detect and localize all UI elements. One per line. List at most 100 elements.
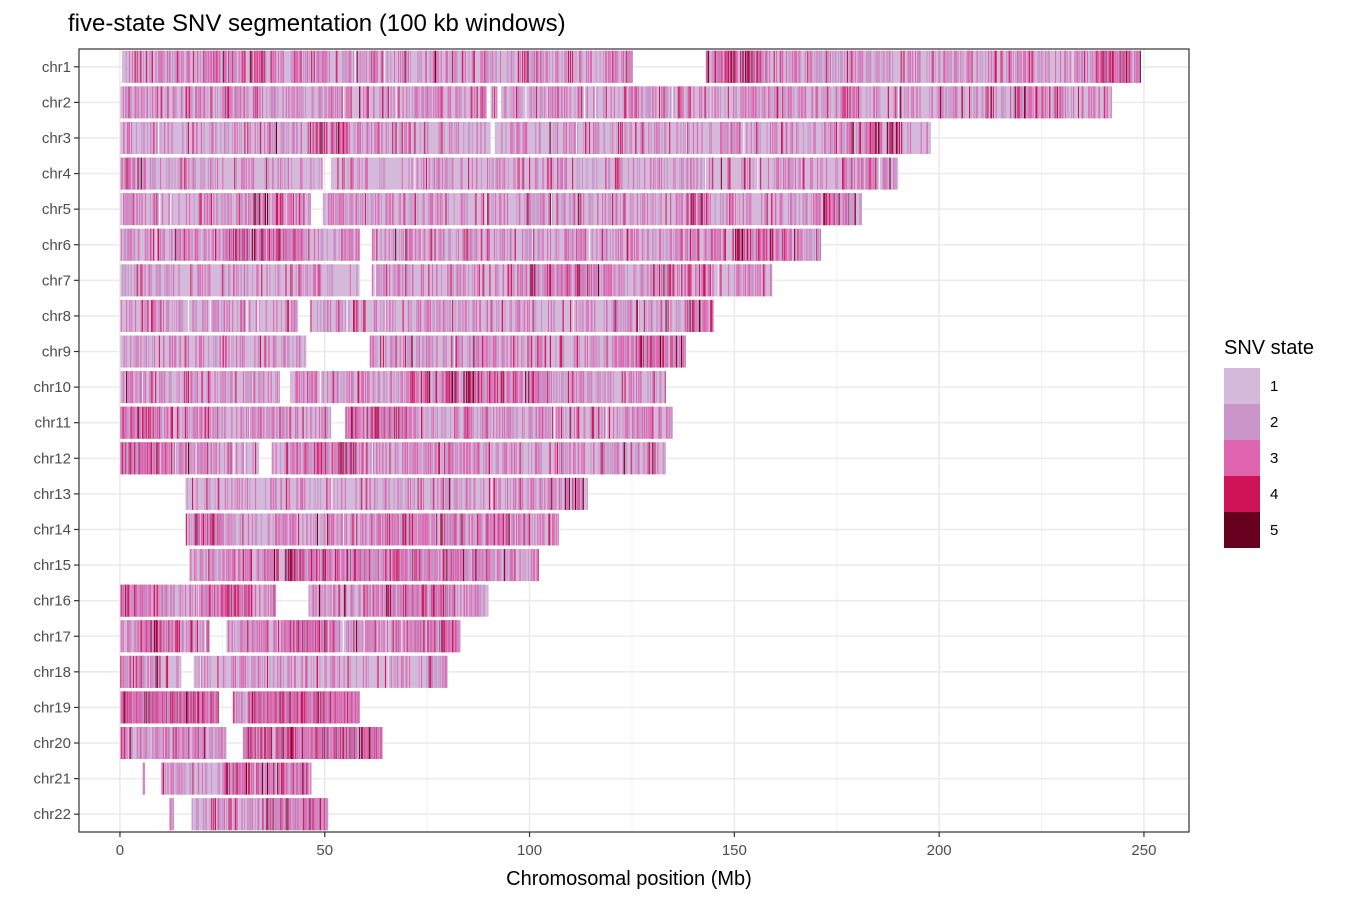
state-3-window	[504, 157, 506, 190]
state-2-window	[865, 50, 867, 83]
state-3-window	[500, 50, 502, 83]
state-4-window	[192, 50, 194, 83]
state-3-window	[131, 406, 133, 439]
state-3-window	[344, 121, 346, 154]
state-4-window	[190, 264, 192, 297]
state-4-window	[276, 193, 278, 226]
state-2-window	[709, 228, 711, 261]
state-2-window	[619, 335, 621, 368]
state-2-window	[130, 264, 132, 297]
state-3-window	[638, 86, 640, 119]
state-4-window	[567, 264, 569, 297]
state-5-window	[691, 193, 693, 226]
state-2-window	[418, 228, 420, 261]
state-2-window	[357, 193, 359, 226]
state-3-window	[883, 50, 885, 83]
state-2-window	[578, 371, 580, 404]
state-3-window	[378, 121, 380, 154]
state-2-window	[820, 50, 822, 83]
state-3-window	[341, 121, 343, 154]
state-3-window	[658, 121, 660, 154]
state-2-window	[182, 121, 184, 154]
state-3-window	[169, 335, 171, 368]
state-3-window	[436, 50, 438, 83]
state-2-window	[251, 157, 253, 190]
state-4-window	[405, 335, 407, 368]
state-3-window	[317, 228, 319, 261]
state-2-window	[425, 86, 427, 119]
state-3-window	[1116, 50, 1118, 83]
state-3-window	[300, 157, 302, 190]
state-2-window	[752, 264, 754, 297]
state-4-window	[192, 121, 194, 154]
state-2-window	[541, 50, 543, 83]
state-2-window	[211, 299, 213, 332]
state-3-window	[781, 193, 783, 226]
state-2-window	[334, 371, 336, 404]
state-3-window	[566, 228, 568, 261]
state-2-window	[213, 335, 215, 368]
state-2-window	[564, 157, 566, 190]
state-4-window	[421, 371, 423, 404]
state-3-window	[187, 50, 189, 83]
state-2-window	[569, 371, 571, 404]
state-2-window	[710, 157, 712, 190]
state-2-window	[528, 228, 530, 261]
state-2-window	[254, 406, 256, 439]
state-2-window	[556, 371, 558, 404]
state-4-window	[749, 228, 751, 261]
state-2-window	[495, 157, 497, 190]
state-3-window	[521, 335, 523, 368]
state-3-window	[436, 335, 438, 368]
state-3-window	[335, 193, 337, 226]
state-4-window	[869, 157, 871, 190]
state-4-window	[261, 264, 263, 297]
state-3-window	[440, 50, 442, 83]
state-3-window	[218, 228, 220, 261]
state-2-window	[137, 228, 139, 261]
state-2-window	[317, 86, 319, 119]
state-4-window	[704, 264, 706, 297]
state-4-window	[858, 86, 860, 119]
state-2-window	[328, 299, 330, 332]
state-3-window	[1023, 50, 1025, 83]
state-2-window	[384, 299, 386, 332]
state-2-window	[465, 371, 467, 404]
state-2-window	[381, 264, 383, 297]
state-2-window	[384, 371, 386, 404]
state-2-window	[774, 86, 776, 119]
state-2-window	[231, 371, 233, 404]
state-3-window	[268, 193, 270, 226]
state-2-window	[475, 228, 477, 261]
state-4-window	[1084, 50, 1086, 83]
state-3-window	[212, 406, 214, 439]
state-3-window	[605, 50, 607, 83]
state-4-window	[337, 157, 339, 190]
state-3-window	[316, 371, 318, 404]
state-2-window	[345, 299, 347, 332]
state-2-window	[291, 50, 293, 83]
state-5-window	[875, 121, 877, 154]
state-3-window	[340, 193, 342, 226]
state-4-window	[1031, 50, 1033, 83]
state-4-window	[481, 86, 483, 119]
state-3-window	[243, 335, 245, 368]
state-3-window	[481, 50, 483, 83]
state-2-window	[315, 406, 317, 439]
state-2-window	[803, 193, 805, 226]
state-3-window	[579, 50, 581, 83]
state-3-window	[461, 335, 463, 368]
state-3-window	[473, 299, 475, 332]
state-3-window	[844, 157, 846, 190]
state-2-window	[598, 121, 600, 154]
state-2-window	[650, 121, 652, 154]
state-3-window	[216, 228, 218, 261]
state-2-window	[535, 299, 537, 332]
state-3-window	[402, 86, 404, 119]
state-3-window	[1088, 86, 1090, 119]
state-2-window	[417, 50, 419, 83]
state-2-window	[266, 86, 268, 119]
state-3-window	[291, 193, 293, 226]
state-2-window	[397, 86, 399, 119]
state-3-window	[764, 228, 766, 261]
